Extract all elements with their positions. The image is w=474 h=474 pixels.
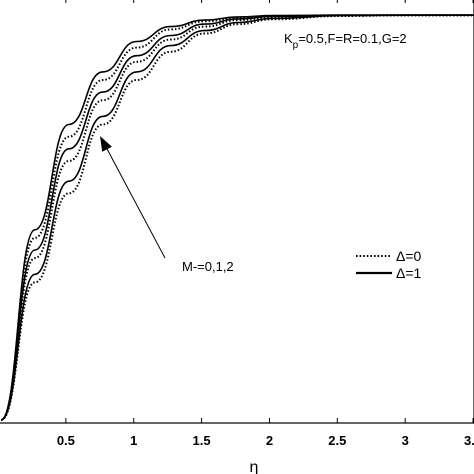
- x-tick-label-4: 2.5: [328, 433, 346, 448]
- x-tick-label-5: 3: [402, 433, 409, 448]
- plot-frame: [0, 0, 474, 424]
- series-layer: [0, 14, 474, 421]
- legend-label-delta-0: Δ=0: [396, 248, 422, 264]
- annotation: M-=0,1,2: [100, 136, 234, 274]
- x-axis-label: η: [250, 459, 259, 474]
- x-tick-label-3: 2: [266, 433, 273, 448]
- x-tick-label-0: 0.5: [57, 433, 75, 448]
- parameter-values: =0.5,F=R=0.1,G=2: [298, 31, 406, 46]
- annotation-label: M-=0,1,2: [182, 259, 234, 274]
- x-tick-label-2: 1.5: [193, 433, 211, 448]
- annotation-arrow-head: [100, 136, 112, 152]
- x-tick-label-6: 3.5: [464, 433, 474, 448]
- parameters-text: Kp=0.5,F=R=0.1,G=2: [284, 31, 407, 51]
- annotation-arrow-line: [105, 146, 166, 259]
- legend-label-delta-1: Δ=1: [396, 265, 422, 281]
- x-axis-ticks: 0.5 1 1.5 2 2.5 3 3.5: [57, 0, 474, 448]
- parameter-k-subscript: p: [293, 40, 299, 51]
- legend: Δ=0 Δ=1: [356, 248, 422, 281]
- x-tick-label-1: 1: [130, 433, 137, 448]
- parameter-k-symbol: K: [284, 31, 293, 46]
- series-line-1: [0, 14, 474, 421]
- series-line-5: [0, 14, 474, 421]
